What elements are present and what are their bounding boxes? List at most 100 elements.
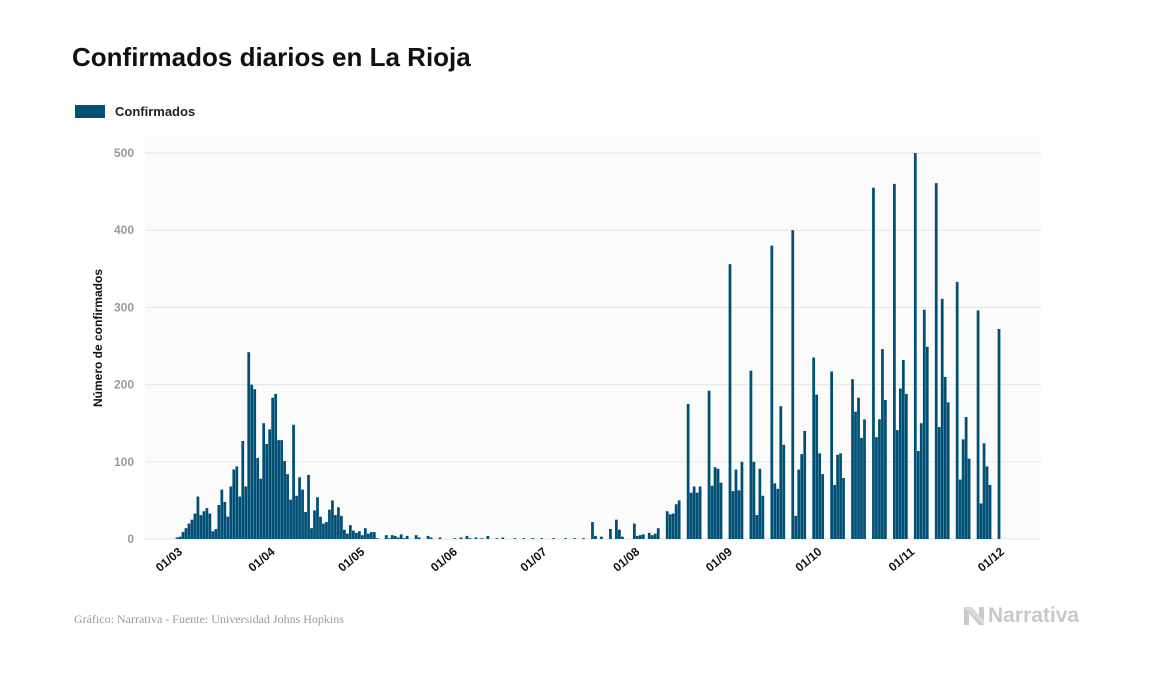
bar [863, 419, 866, 539]
bar [913, 153, 917, 539]
bar [393, 535, 397, 539]
bar [465, 535, 469, 539]
bar [719, 482, 723, 539]
bar [946, 402, 950, 539]
bar [656, 528, 660, 539]
bar [940, 298, 944, 539]
bar [414, 535, 418, 539]
bar [178, 536, 182, 539]
bar [217, 505, 221, 539]
bar [175, 537, 179, 539]
bar [372, 532, 376, 539]
bar [301, 489, 304, 539]
bar [304, 511, 307, 539]
x-tick-label: 01/09 [703, 544, 735, 574]
bar [375, 538, 379, 539]
bar [979, 503, 983, 539]
bar [997, 329, 1001, 539]
bar [384, 535, 388, 539]
bar [405, 535, 409, 539]
bar [839, 453, 842, 539]
bar [937, 427, 941, 539]
bar [591, 522, 594, 539]
bar [794, 515, 798, 539]
bar [468, 538, 472, 539]
bar [635, 535, 639, 539]
bar [615, 519, 618, 539]
bar [878, 419, 881, 539]
bar [193, 513, 197, 539]
bar [199, 515, 203, 539]
bar [343, 529, 346, 539]
bar [650, 535, 654, 539]
bar [310, 528, 313, 539]
bar [594, 535, 597, 539]
bar [621, 536, 624, 539]
bar [779, 406, 783, 539]
bar [653, 533, 657, 539]
bar [740, 461, 744, 539]
bar [552, 538, 555, 539]
bar [934, 183, 938, 540]
bar [677, 500, 681, 539]
bar [830, 371, 833, 539]
bar [223, 501, 227, 539]
bar [292, 424, 295, 539]
bar [896, 430, 899, 539]
bar [253, 389, 257, 539]
bar [776, 488, 780, 539]
bar [295, 495, 298, 539]
bar [238, 496, 242, 539]
y-tick-label: 300 [114, 300, 134, 314]
bar [716, 468, 720, 539]
bar [836, 454, 839, 539]
bar [289, 499, 292, 539]
legend: Confirmados [75, 104, 195, 119]
bar [818, 453, 822, 539]
bar [354, 532, 358, 539]
bar [280, 440, 283, 539]
bar [211, 531, 215, 539]
bar [632, 523, 636, 539]
bar [205, 508, 209, 539]
bar [875, 437, 878, 539]
bar [283, 461, 286, 539]
bar [842, 478, 845, 539]
bar [316, 497, 319, 539]
bar [340, 515, 343, 539]
bar [399, 534, 403, 539]
bar [904, 393, 908, 539]
bar [247, 352, 251, 539]
bar [259, 478, 263, 539]
bar [531, 538, 535, 539]
bar [286, 474, 289, 539]
bar [268, 429, 272, 539]
bar [208, 513, 212, 539]
bar [791, 230, 795, 539]
bar [438, 537, 442, 539]
narrativa-n-logo-icon [964, 607, 984, 625]
bar [943, 376, 947, 539]
bar [486, 535, 490, 539]
bar [331, 500, 334, 539]
bar [770, 245, 774, 539]
bar [812, 357, 816, 539]
bar [686, 403, 690, 539]
bar [274, 393, 278, 539]
bar [922, 309, 926, 539]
bar [967, 458, 971, 539]
bar [728, 264, 732, 539]
y-tick-label: 200 [114, 378, 134, 392]
x-tick-label: 01/10 [793, 544, 825, 574]
bar [325, 522, 328, 539]
bar [351, 530, 355, 539]
bar [782, 444, 786, 539]
bar [298, 477, 301, 539]
bar [390, 535, 394, 539]
bar [641, 534, 645, 539]
brand-logo: Narrativa [963, 604, 1079, 628]
bar [833, 484, 836, 539]
bar [522, 538, 526, 539]
bar [898, 388, 902, 539]
legend-label: Confirmados [115, 104, 196, 119]
